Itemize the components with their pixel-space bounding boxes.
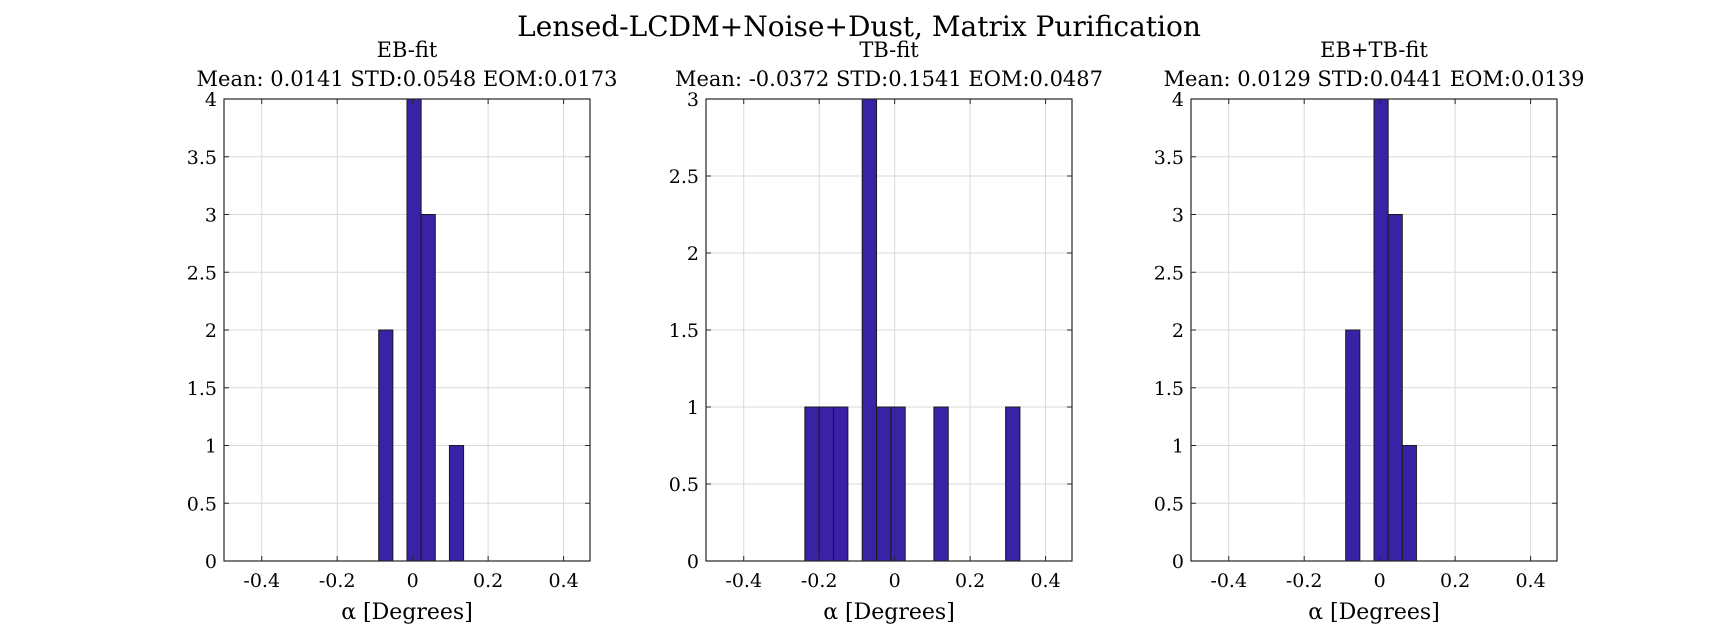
histogram-bar-4 [448,445,465,562]
panel-title: TB-fit [859,38,919,62]
y-tick-label: 1.5 [669,320,699,342]
y-tick-label: 2 [1172,320,1184,342]
y-tick-label: 4 [205,89,217,111]
histogram-bar-1 [1345,329,1361,562]
x-tick-label: 0 [407,570,419,592]
x-tick-label: 0.4 [1515,570,1545,592]
x-tick-label: -0.4 [243,570,280,592]
x-axis-label: α [Degrees] [823,600,955,625]
x-tick-label: 0 [1374,570,1386,592]
x-tick-label: 0.2 [473,570,503,592]
y-tick-label: 1 [205,436,217,458]
histogram-panels: EB-fit Mean: 0.0141 STD:0.0548 EOM:0.0173… [187,38,1585,625]
y-tick-label: 4 [1172,89,1184,111]
y-tick-label: 0.5 [187,493,217,515]
histogram-bar-2 [1373,98,1389,562]
y-tick-label: 2.5 [1154,262,1184,284]
x-tick-label: -0.2 [1286,570,1323,592]
y-tick-label: 0 [687,551,699,573]
histogram-bar-8 [1005,406,1021,562]
y-tick-label: 0 [205,551,217,573]
histogram-bars [804,98,1021,562]
y-tick-label: 2.5 [187,262,217,284]
y-tick-label: 3.5 [187,147,217,169]
histogram-bar-4 [861,98,878,562]
x-tick-label: 0 [889,570,901,592]
histogram-bar-1 [804,406,820,562]
x-tick-label: 0.2 [955,570,985,592]
y-tick-label: 0.5 [669,474,699,496]
panel-1: EB-fit Mean: 0.0141 STD:0.0548 EOM:0.0173… [187,38,618,625]
y-tick-label: 2 [687,243,699,265]
histogram-bar-2 [818,406,835,562]
histogram-bar-2 [406,98,422,562]
panel-subtitle: Mean: 0.0129 STD:0.0441 EOM:0.0139 [1164,67,1585,91]
panel-2: TB-fit Mean: -0.0372 STD:0.1541 EOM:0.048… [669,38,1103,625]
histogram-bar-3 [420,214,436,562]
x-tick-label: 0.2 [1440,570,1470,592]
histogram-bars [1345,98,1417,562]
x-axis-label: α [Degrees] [1308,600,1440,625]
y-tick-label: 0 [1172,551,1184,573]
histogram-bar-6 [890,406,906,562]
y-tick-label: 1 [687,397,699,419]
figure-title: Lensed-LCDM+Noise+Dust, Matrix Purificat… [517,10,1201,43]
y-tick-label: 1.5 [1154,378,1184,400]
y-tick-label: 3.5 [1154,147,1184,169]
x-axis-label: α [Degrees] [341,600,473,625]
y-tick-label: 2.5 [669,166,699,188]
x-tick-label: -0.4 [725,570,762,592]
histogram-bar-3 [833,406,849,562]
y-tick-label: 3 [687,89,699,111]
panel-subtitle: Mean: -0.0372 STD:0.1541 EOM:0.0487 [675,67,1103,91]
histogram-bar-5 [876,406,892,562]
panel-title: EB+TB-fit [1320,38,1428,62]
x-tick-label: -0.2 [801,570,838,592]
panel-subtitle: Mean: 0.0141 STD:0.0548 EOM:0.0173 [197,67,618,91]
panel-title: EB-fit [377,38,438,62]
x-tick-label: 0.4 [548,570,578,592]
histogram-bar-4 [1401,445,1417,562]
y-tick-label: 2 [205,320,217,342]
x-tick-label: 0.4 [1030,570,1060,592]
panel-3: EB+TB-fit Mean: 0.0129 STD:0.0441 EOM:0.0… [1154,38,1585,625]
x-tick-label: -0.2 [319,570,356,592]
histogram-bar-3 [1387,214,1403,562]
histogram-bar-7 [933,406,949,562]
x-tick-label: -0.4 [1210,570,1247,592]
y-tick-label: 0.5 [1154,493,1184,515]
y-tick-label: 1.5 [187,378,217,400]
y-tick-label: 1 [1172,436,1184,458]
y-tick-label: 3 [205,205,217,227]
histogram-bar-1 [378,329,394,562]
y-tick-label: 3 [1172,205,1184,227]
